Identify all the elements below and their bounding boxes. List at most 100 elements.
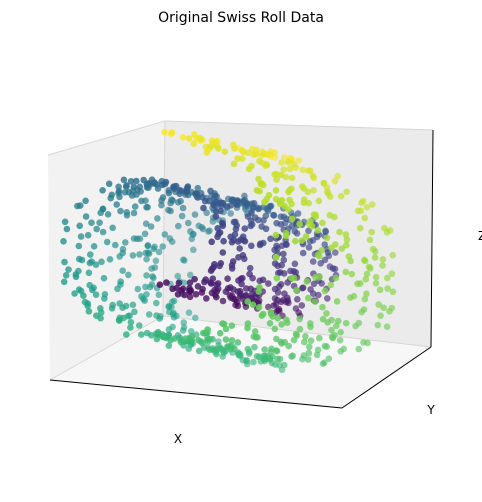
- scatter-point: [159, 194, 167, 201]
- scatter-point: [244, 149, 252, 156]
- scatter-point: [315, 291, 322, 299]
- scatter-point: [215, 345, 222, 352]
- scatter-point: [179, 327, 187, 334]
- scatter-point: [237, 275, 245, 283]
- scatter-point: [224, 275, 231, 283]
- scatter-point: [243, 357, 250, 364]
- scatter-point: [260, 203, 268, 211]
- scatter-point: [229, 258, 237, 265]
- scatter-point: [328, 326, 335, 334]
- scatter-point: [104, 211, 112, 218]
- scatter-point: [334, 172, 342, 180]
- scatter-point: [217, 260, 225, 267]
- scatter-point: [219, 222, 227, 230]
- scatter-point: [310, 187, 317, 194]
- scatter-point: [300, 185, 308, 192]
- scatter-point: [165, 326, 173, 333]
- scatter-point: [276, 198, 283, 205]
- scatter-point: [98, 258, 105, 266]
- scatter-point: [153, 299, 160, 307]
- scatter-point: [133, 177, 140, 185]
- scatter-point: [114, 285, 121, 293]
- scatter-point: [239, 252, 247, 259]
- scatter-point: [270, 302, 278, 309]
- scatter-point: [181, 291, 188, 299]
- scatter-point: [253, 353, 261, 360]
- scatter-point: [383, 229, 391, 236]
- scatter-point: [288, 174, 296, 182]
- scatter-point: [109, 224, 116, 232]
- scatter-point: [336, 228, 343, 236]
- scatter-point: [146, 283, 154, 291]
- scatter-point: [357, 207, 365, 215]
- scatter-point: [185, 309, 193, 317]
- scatter-point: [331, 265, 339, 273]
- scatter-point: [292, 164, 300, 171]
- scatter-point: [368, 228, 376, 236]
- scatter-point: [184, 183, 192, 190]
- scatter-point: [363, 290, 370, 298]
- scatter-point: [236, 351, 244, 358]
- scatter-point: [210, 263, 217, 271]
- scatter-point: [234, 339, 242, 346]
- scatter-point: [243, 285, 250, 292]
- scatter-point: [246, 264, 254, 272]
- scatter-point: [246, 270, 253, 278]
- scatter-point: [115, 316, 123, 324]
- scatter-point: [326, 263, 334, 270]
- scatter-point: [179, 134, 187, 141]
- scatter-point: [280, 154, 288, 161]
- scatter-point: [60, 238, 67, 245]
- scatter-point: [299, 284, 306, 292]
- scatter-point: [305, 294, 312, 302]
- scatter-point: [219, 199, 227, 207]
- scatter-point: [245, 165, 253, 173]
- y-axis-label: Y: [426, 403, 435, 417]
- scatter-point: [240, 237, 248, 244]
- scatter-point: [305, 227, 312, 235]
- scatter-point: [208, 238, 215, 246]
- scatter-point: [326, 211, 334, 219]
- scatter-point: [141, 230, 149, 238]
- scatter-point: [224, 344, 232, 351]
- scatter-point: [100, 274, 108, 282]
- scatter-point: [213, 193, 220, 200]
- scatter-point: [92, 291, 100, 299]
- scatter-point: [296, 315, 303, 323]
- scatter-point: [123, 183, 130, 190]
- scatter-point: [177, 197, 184, 205]
- scatter-point: [321, 287, 329, 295]
- scatter-point: [279, 296, 287, 304]
- scatter-point: [206, 346, 214, 354]
- scatter-point: [204, 326, 211, 333]
- scatter-point: [375, 301, 383, 308]
- scatter-point: [301, 338, 308, 346]
- scatter-point: [343, 236, 351, 243]
- scatter-point: [159, 333, 166, 340]
- scatter-point: [377, 312, 384, 320]
- scatter-point: [361, 295, 369, 303]
- scatter-point: [202, 276, 209, 283]
- scatter-point: [309, 172, 317, 180]
- scatter-point: [230, 196, 237, 204]
- scatter-point: [190, 140, 197, 147]
- scatter-point: [174, 291, 182, 298]
- scatter-point: [219, 249, 227, 256]
- scatter-point: [228, 238, 236, 246]
- scatter-point: [294, 210, 302, 217]
- scatter-point: [256, 283, 263, 291]
- scatter-point: [182, 335, 189, 342]
- scatter-point: [272, 253, 280, 261]
- scatter-point: [99, 228, 107, 236]
- scatter-point: [89, 286, 96, 294]
- scatter-point: [333, 298, 341, 305]
- scatter-point: [335, 317, 342, 325]
- scatter-point: [202, 143, 210, 151]
- scatter-point: [108, 191, 116, 199]
- scatter-point: [205, 197, 213, 205]
- scatter-point: [187, 271, 194, 279]
- scatter-point: [288, 215, 296, 223]
- scatter-point: [119, 304, 126, 312]
- scatter-point: [211, 286, 218, 294]
- scatter-point: [266, 202, 274, 210]
